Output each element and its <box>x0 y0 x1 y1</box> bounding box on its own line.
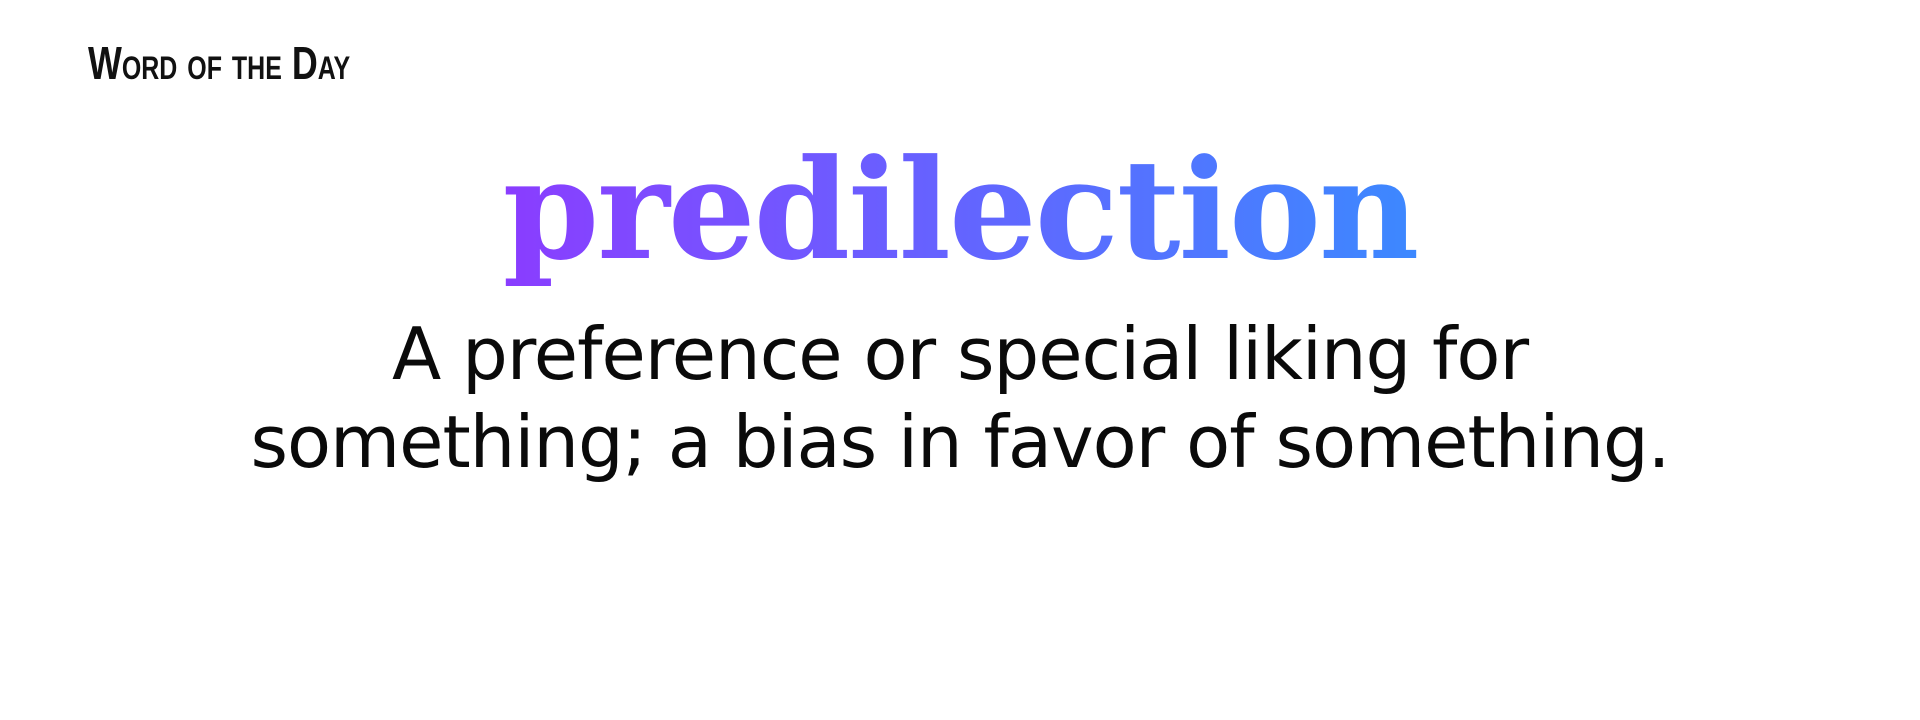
featured-word: predilection <box>0 134 1920 286</box>
definition-line-1: A preference or special liking for <box>391 312 1529 396</box>
definition-line-2: something; a bias in favor of something. <box>250 400 1670 484</box>
word-of-the-day-label: Word of the Day <box>88 37 351 89</box>
definition: A preference or special liking for somet… <box>0 310 1920 486</box>
